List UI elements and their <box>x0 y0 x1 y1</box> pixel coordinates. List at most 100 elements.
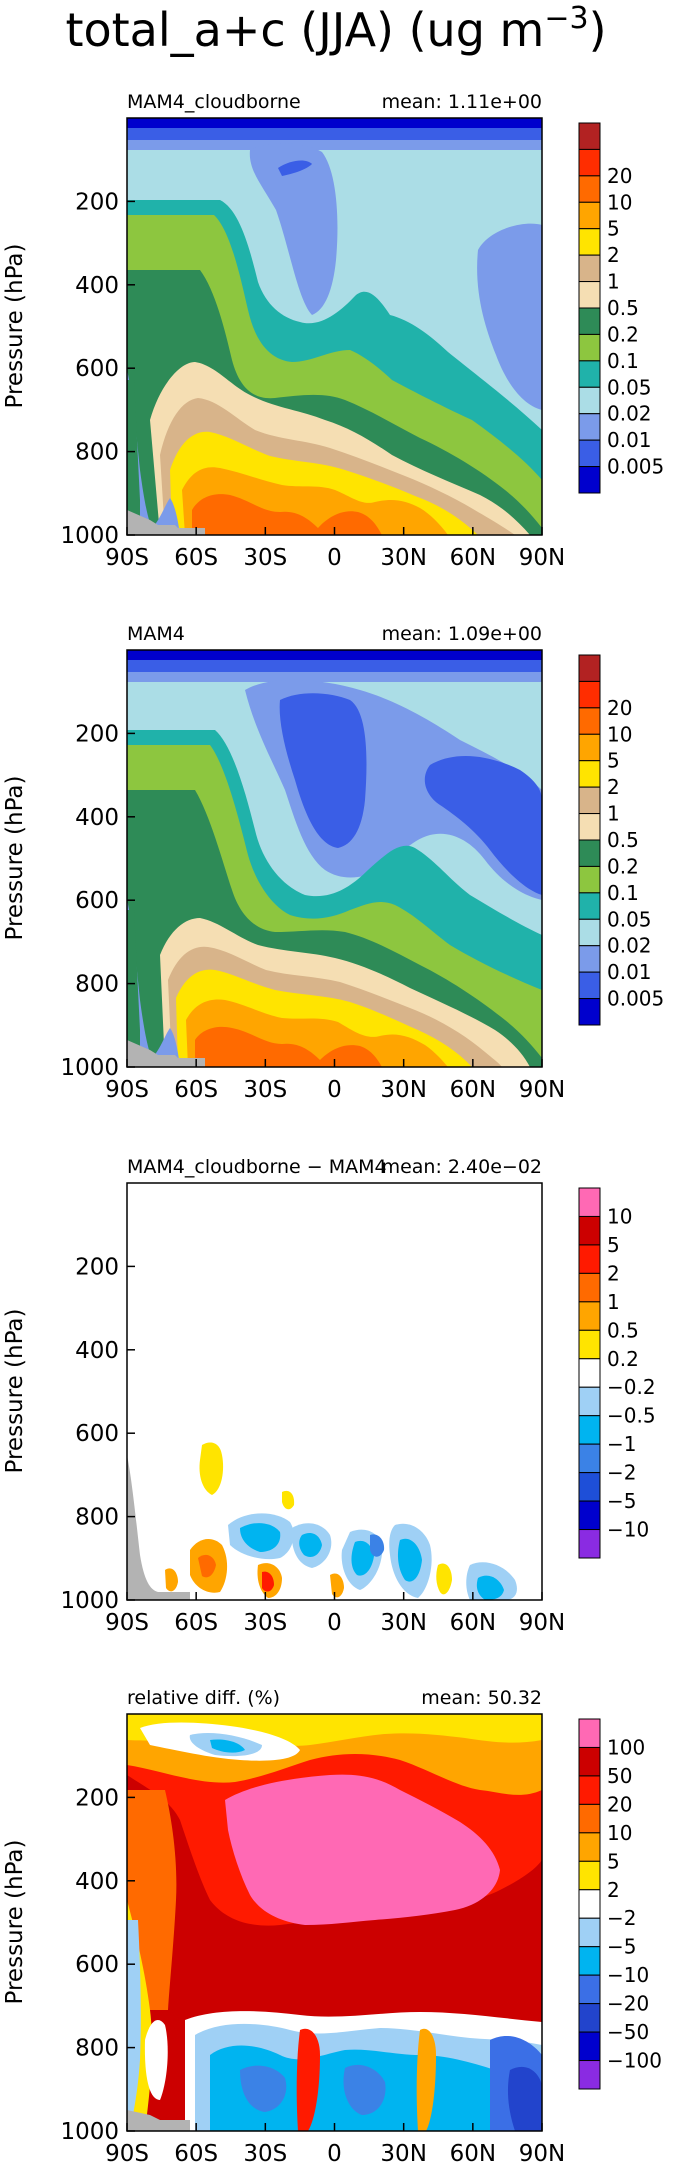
x-tick-label: 30S <box>243 1610 287 1636</box>
field-10 <box>192 494 382 535</box>
colorbar-level-label: 0.005 <box>607 987 664 1011</box>
colorbar-swatch <box>578 760 601 788</box>
colorbar-swatch <box>578 998 601 1026</box>
colorbar-level-label: 0.1 <box>607 349 639 373</box>
panel-label: relative diff. (%) <box>127 1687 280 1709</box>
y-axis-label: Pressure (hPa) <box>2 776 28 941</box>
x-tick-label: 30N <box>380 1610 426 1636</box>
x-tick-label: 60S <box>174 2141 218 2167</box>
colorbar-swatch <box>578 254 601 283</box>
field-neg-top-b <box>210 1739 245 1753</box>
colorbar-swatch <box>578 1529 601 1559</box>
y-tick-label: 1000 <box>60 1588 119 1614</box>
colorbar-level-label: 0.2 <box>607 854 639 878</box>
x-tick-label: 30N <box>380 2141 426 2167</box>
y-tick-label: 200 <box>75 721 119 747</box>
panel-difference: MAM4_cloudborne − MAM4 mean: 2.40e−02 Pr… <box>2 1156 656 1636</box>
colorbar-level-label: 10 <box>607 722 632 746</box>
colorbar-level-label: −100 <box>607 2049 662 2073</box>
field-antarctic-0.2 <box>127 380 140 535</box>
x-tick-label: 60N <box>450 1077 496 1103</box>
colorbar-swatch <box>578 1917 601 1948</box>
colorbar-swatch <box>578 333 601 362</box>
y-tick-label: 600 <box>75 1421 119 1447</box>
colorbar-swatch <box>578 813 601 841</box>
colorbar-swatch <box>578 786 601 815</box>
colorbar-level-label: 20 <box>607 1792 632 1816</box>
colorbar-swatch <box>578 2031 601 2062</box>
colorbar-level-label: 2 <box>607 243 620 267</box>
colorbar-swatch <box>578 1215 601 1246</box>
colorbar-level-label: 5 <box>607 1849 620 1873</box>
colorbar-swatch <box>578 386 601 415</box>
colorbar-swatch <box>578 281 601 309</box>
x-tick-label: 60N <box>450 1610 496 1636</box>
x-tick-label: 60S <box>174 1610 218 1636</box>
field-neutral <box>127 1183 542 1600</box>
field-neutral-left <box>144 2020 168 2100</box>
x-tick-label: 90S <box>105 2141 149 2167</box>
colorbar-level-label: 1 <box>607 1290 620 1314</box>
panel-mean: mean: 1.09e+00 <box>382 623 542 645</box>
colorbar-swatch <box>578 1889 601 1919</box>
panel-relative-diff: relative diff. (%) mean: 50.32 Pressure … <box>2 1687 662 2167</box>
colorbar-swatch <box>578 1472 601 1502</box>
colorbar-swatch <box>578 1187 601 1217</box>
colorbar-swatch <box>578 1974 601 2005</box>
x-tick-label: 60S <box>174 545 218 571</box>
y-ticks: 200 400 600 800 1000 <box>60 721 135 1081</box>
field-pos-col-2 <box>416 2028 436 2131</box>
field-pos-col-1 <box>296 2028 320 2131</box>
blob-neg-3b <box>351 1540 374 1576</box>
field-10 <box>195 1026 382 1067</box>
colorbar-level-label: −1 <box>607 1432 636 1456</box>
field-antarctic-left <box>127 900 180 1067</box>
colorbar-level-label: −0.5 <box>607 1404 656 1428</box>
colorbar-swatch <box>578 1803 601 1834</box>
y-tick-label: 400 <box>75 805 119 831</box>
field-0.005 <box>127 118 542 128</box>
colorbar-level-label: 0.5 <box>607 296 639 320</box>
colorbar-swatch <box>578 971 601 1000</box>
y-axis-label: Pressure (hPa) <box>2 244 28 409</box>
field-0.005 <box>127 650 542 660</box>
field-100plus <box>225 1774 500 1925</box>
y-tick-label: 400 <box>75 273 119 299</box>
colorbar-swatch <box>578 360 601 388</box>
colorbar-level-label: 0.05 <box>607 907 652 931</box>
panel-label: MAM4 <box>127 623 185 645</box>
colorbar-swatch <box>578 148 601 177</box>
x-tick-label: 30N <box>380 545 426 571</box>
colorbar-level-label: 10 <box>607 1204 632 1228</box>
colorbar-swatch <box>578 1946 601 1976</box>
colorbar-swatch <box>578 1860 601 1891</box>
field-0.01-blob <box>249 143 338 315</box>
x-ticks: 90S 60S 30S 0 30N 60N 90N <box>105 1592 565 1636</box>
x-tick-label: 0 <box>327 545 342 571</box>
colorbar-swatch <box>578 122 601 150</box>
field-0.005-left <box>279 693 367 848</box>
y-tick-label: 1000 <box>60 2119 119 2145</box>
topography-mask <box>127 1455 190 1600</box>
y-tick-label: 400 <box>75 1869 119 1895</box>
x-ticks: 90S 60S 30S 0 30N 60N 90N <box>105 2123 565 2167</box>
colorbar-level-label: 10 <box>607 190 632 214</box>
field-0.005-blob <box>278 160 312 176</box>
colorbar-level-label: 20 <box>607 696 632 720</box>
colorbar-level-label: 0.02 <box>607 402 652 426</box>
y-tick-label: 600 <box>75 1952 119 1978</box>
colorbar-swatch <box>578 201 601 230</box>
blob-pos-4b <box>198 1554 216 1578</box>
x-tick-label: 90N <box>519 545 565 571</box>
colorbar-level-label: 0.5 <box>607 828 639 852</box>
colorbar-swatch <box>578 733 601 762</box>
colorbar-swatch <box>578 680 601 709</box>
x-ticks: 90S 60S 30S 0 30N 60N 90N <box>105 1059 565 1103</box>
colorbar-level-label: 0.2 <box>607 322 639 346</box>
colorbar-level-label: −10 <box>607 1963 649 1987</box>
colorbar-level-label: 0.01 <box>607 960 652 984</box>
colorbar-level-label: −2 <box>607 1906 636 1930</box>
colorbar-swatch <box>578 865 601 894</box>
colorbar-swatch <box>578 1775 601 1805</box>
y-ticks: 200 400 600 800 1000 <box>60 1254 135 1614</box>
